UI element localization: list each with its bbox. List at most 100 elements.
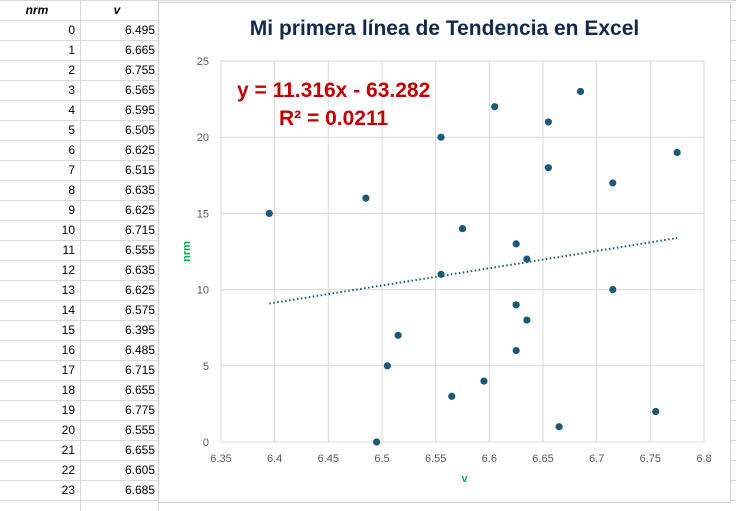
cell-nrm[interactable]: 2: [68, 63, 75, 77]
cell-nrm[interactable]: 16: [61, 343, 75, 357]
header-cell-nrm[interactable]: nrm: [25, 3, 49, 17]
data-point[interactable]: [512, 346, 520, 355]
data-point[interactable]: [544, 118, 552, 126]
cell-v[interactable]: 6.495: [124, 23, 155, 37]
cell-nrm[interactable]: 8: [68, 183, 75, 197]
cell-nrm[interactable]: 14: [61, 303, 75, 317]
cell-nrm[interactable]: 4: [68, 103, 75, 117]
data-point[interactable]: [437, 133, 445, 141]
y-tick-label[interactable]: 20: [197, 132, 209, 144]
cell-nrm[interactable]: 11: [62, 243, 75, 257]
cell-nrm[interactable]: 0: [68, 23, 75, 37]
x-tick-label[interactable]: 6.75: [640, 453, 661, 465]
y-tick-label[interactable]: 0: [203, 437, 209, 449]
cell-nrm[interactable]: 18: [61, 383, 75, 397]
data-point[interactable]: [544, 164, 552, 172]
cell-v[interactable]: 6.625: [124, 203, 155, 217]
x-tick-label[interactable]: 6.6: [482, 453, 497, 465]
cell-nrm[interactable]: 15: [61, 323, 75, 337]
data-point[interactable]: [265, 209, 273, 217]
y-tick-label[interactable]: 15: [197, 208, 209, 220]
cell-v[interactable]: 6.395: [124, 323, 155, 337]
cell-v[interactable]: 6.605: [124, 463, 155, 477]
cell-nrm[interactable]: 17: [61, 363, 75, 377]
y-tick-label[interactable]: 25: [197, 56, 209, 68]
cell-nrm[interactable]: 20: [61, 423, 75, 437]
cell-nrm[interactable]: 1: [68, 43, 75, 57]
data-point[interactable]: [491, 103, 499, 111]
x-tick-label[interactable]: 6.5: [374, 453, 389, 465]
data-point[interactable]: [523, 255, 531, 263]
cell-v[interactable]: 6.665: [124, 43, 155, 57]
data-point[interactable]: [609, 179, 617, 187]
cell-nrm[interactable]: 5: [68, 123, 75, 137]
cell-v[interactable]: 6.555: [124, 243, 155, 257]
cell-v[interactable]: 6.575: [124, 303, 155, 317]
cell-v[interactable]: 6.625: [124, 143, 155, 157]
x-tick-label[interactable]: 6.4: [267, 453, 282, 465]
data-point[interactable]: [362, 194, 370, 202]
data-point[interactable]: [555, 423, 563, 431]
chart-area[interactable]: Mi primera línea de Tendencia en Excel 6…: [158, 2, 731, 503]
x-tick-label[interactable]: 6.35: [210, 453, 231, 465]
data-point[interactable]: [480, 377, 488, 385]
data-point[interactable]: [448, 392, 456, 400]
cell-v[interactable]: 6.555: [124, 423, 155, 437]
data-point[interactable]: [383, 362, 391, 370]
cell-nrm[interactable]: 22: [61, 463, 75, 477]
cell-nrm[interactable]: 6: [68, 143, 75, 157]
y-tick-label[interactable]: 10: [197, 285, 209, 297]
cell-v[interactable]: 6.635: [124, 263, 155, 277]
data-point[interactable]: [512, 240, 520, 248]
cell-v[interactable]: 6.655: [124, 383, 155, 397]
cell-nrm[interactable]: 23: [61, 483, 75, 497]
cell-v[interactable]: 6.505: [124, 123, 155, 137]
grid-row-line: [0, 0, 736, 1]
data-point[interactable]: [458, 225, 467, 233]
cell-v[interactable]: 6.655: [124, 443, 155, 457]
x-tick-label[interactable]: 6.45: [318, 453, 339, 465]
cell-nrm[interactable]: 21: [61, 443, 75, 457]
cell-v[interactable]: 6.685: [124, 483, 155, 497]
cell-v[interactable]: 6.515: [124, 163, 155, 177]
trendline-equation[interactable]: y = 11.316x - 63.282: [237, 79, 431, 102]
header-cell-v[interactable]: v: [113, 3, 121, 17]
x-tick-label[interactable]: 6.8: [696, 453, 711, 465]
data-point[interactable]: [437, 270, 445, 278]
data-point[interactable]: [373, 438, 381, 446]
cell-nrm[interactable]: 7: [68, 163, 75, 177]
cell-nrm[interactable]: 12: [61, 263, 75, 277]
data-point[interactable]: [652, 407, 660, 416]
trendline-r2[interactable]: R² = 0.0211: [279, 107, 389, 130]
y-axis-title[interactable]: nrm: [181, 241, 193, 262]
x-axis-title[interactable]: v: [461, 473, 468, 485]
cell-nrm[interactable]: 10: [61, 223, 75, 237]
data-point[interactable]: [609, 286, 617, 294]
cell-v[interactable]: 6.715: [124, 223, 155, 237]
data-point[interactable]: [523, 316, 531, 324]
y-tick-label[interactable]: 5: [203, 361, 209, 373]
cell-nrm[interactable]: 19: [61, 403, 75, 417]
cell-v[interactable]: 6.625: [124, 283, 155, 297]
cell-v[interactable]: 6.565: [124, 83, 155, 97]
cell-v[interactable]: 6.485: [124, 343, 155, 357]
x-tick-label[interactable]: 6.55: [425, 453, 446, 465]
cell-v[interactable]: 6.755: [124, 63, 155, 77]
cell-v[interactable]: 6.775: [124, 403, 155, 417]
cell-v[interactable]: 6.635: [124, 183, 155, 197]
cell-nrm[interactable]: 13: [61, 283, 75, 297]
x-tick-label[interactable]: 6.65: [532, 453, 553, 465]
data-point[interactable]: [673, 148, 681, 157]
data-point[interactable]: [512, 301, 520, 309]
cell-nrm[interactable]: 3: [68, 83, 75, 97]
grid-column-line: [80, 0, 81, 511]
cell-v[interactable]: 6.595: [124, 103, 155, 117]
data-point[interactable]: [576, 87, 585, 96]
cell-nrm[interactable]: 9: [68, 203, 75, 217]
chart-title[interactable]: Mi primera línea de Tendencia en Excel: [249, 17, 640, 40]
scatter-plot[interactable]: 6.35 6.4 6.45 6.5 6.55 6.6 6.65 6.7 6.75 6.8 0 5 10 1…: [159, 3, 730, 502]
trendline[interactable]: [269, 237, 678, 305]
cell-v[interactable]: 6.715: [124, 363, 155, 377]
data-point[interactable]: [394, 331, 402, 339]
x-tick-label[interactable]: 6.7: [589, 453, 604, 465]
